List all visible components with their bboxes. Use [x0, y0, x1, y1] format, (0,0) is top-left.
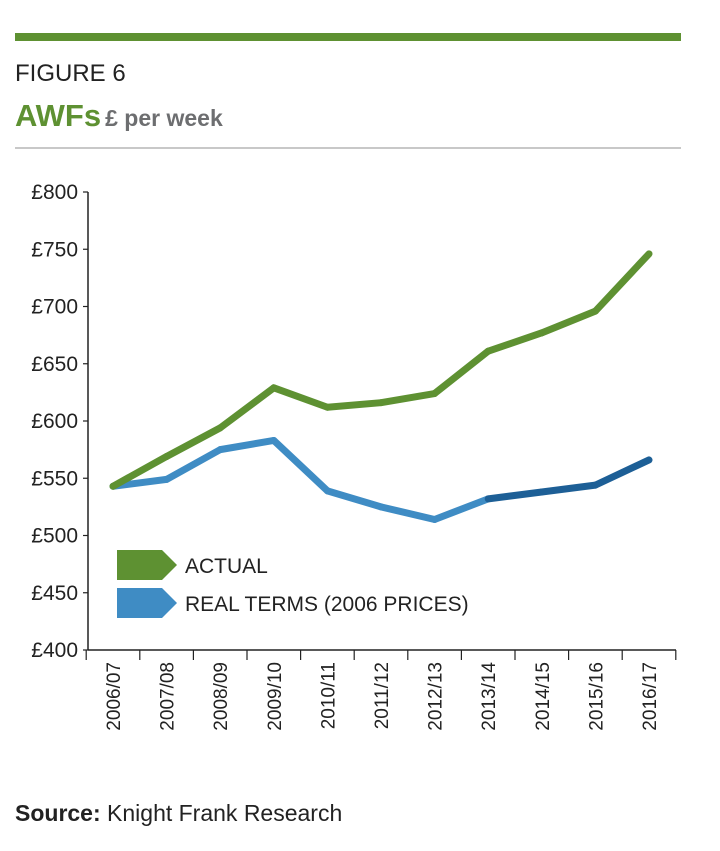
y-tick-label: £800 [31, 181, 78, 204]
y-tick-label: £650 [31, 353, 78, 376]
series-segment-real-terms [538, 481, 599, 496]
series-segment-actual [591, 250, 653, 315]
series-segment-actual [538, 307, 599, 337]
x-tick-label: 2010/11 [318, 662, 339, 729]
top-accent-bar [15, 33, 681, 41]
series-segment-actual [323, 399, 385, 411]
series-segment-real-terms [431, 495, 492, 523]
source-note: Source: Knight Frank Research [15, 800, 342, 827]
legend-label: ACTUAL [185, 555, 268, 578]
series-segment-actual [270, 384, 331, 411]
x-tick-label: 2011/12 [372, 662, 393, 729]
series-segment-actual [484, 329, 546, 355]
source-text: Knight Frank Research [100, 800, 343, 826]
series-segment-real-terms [484, 488, 546, 503]
series-segment-actual [216, 384, 278, 432]
y-tick-label: £600 [31, 410, 78, 433]
y-tick-label: £550 [31, 467, 78, 490]
title-text: AWFs [15, 98, 102, 133]
legend-arrow-icon [117, 588, 177, 618]
y-tick-label: £450 [31, 582, 78, 605]
series-segment-actual [109, 452, 171, 490]
x-tick-label: 2015/16 [586, 662, 607, 731]
legend-label: REAL TERMS (2006 PRICES) [185, 593, 469, 616]
source-label: Source: [15, 800, 101, 826]
line-chart: £400 £450 £500 £550 £600 £650 £700 £750 £800 2006… [31, 181, 677, 731]
series-segment-real-terms [270, 436, 331, 495]
y-tick-label: £400 [31, 639, 78, 662]
x-tick-label: 2008/09 [211, 662, 232, 731]
y-tick-label: £750 [31, 238, 78, 261]
y-tick-label: £500 [31, 525, 78, 548]
series-segment-real-terms [216, 436, 278, 454]
series-segment-real-terms [163, 446, 224, 483]
series-segment-real-terms [591, 456, 653, 489]
figure-title: AWFs £ per week [15, 98, 223, 134]
x-tick-label: 2009/10 [265, 662, 286, 731]
figure-number: FIGURE 6 [15, 60, 126, 87]
x-tick-label: 2014/15 [533, 662, 554, 731]
legend-arrow-icon [117, 550, 177, 580]
x-tick-label: 2013/14 [479, 662, 500, 731]
y-tick-label: £700 [31, 296, 78, 319]
x-tick-label: 2007/08 [158, 662, 179, 731]
series-segment-actual [163, 424, 224, 460]
series-segment-actual [431, 347, 492, 398]
x-tick-label: 2016/17 [640, 662, 661, 731]
divider [15, 147, 681, 149]
subtitle: £ per week [105, 105, 223, 131]
x-tick-label: 2006/07 [104, 662, 125, 731]
series-segment-actual [377, 390, 439, 407]
series-segment-real-terms [377, 503, 439, 523]
series-segment-real-terms [323, 487, 385, 511]
x-tick-label: 2012/13 [426, 662, 447, 731]
